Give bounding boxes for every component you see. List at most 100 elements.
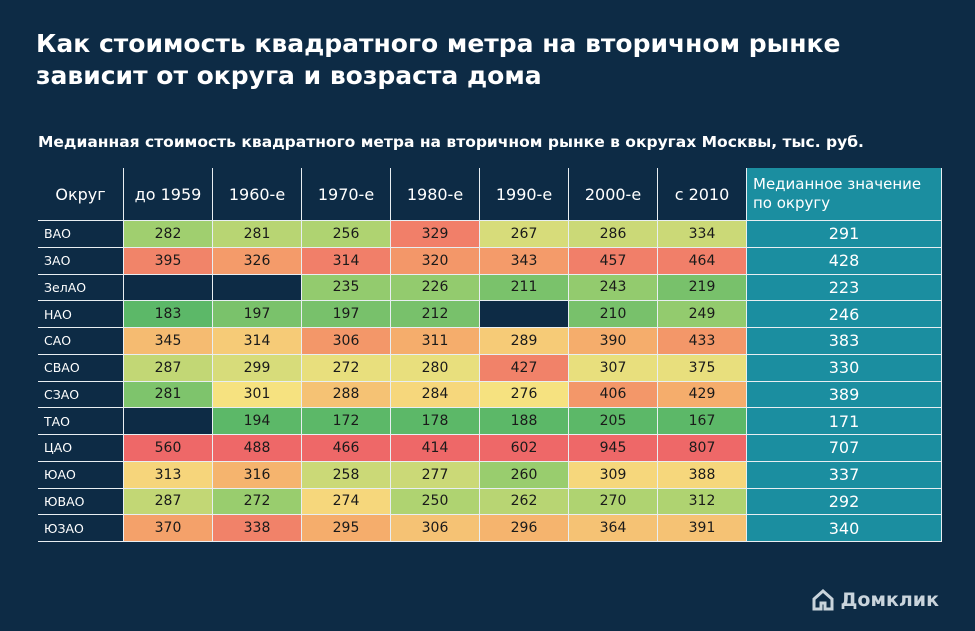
value-cell: 172 — [302, 408, 391, 435]
value-cell: 256 — [302, 221, 391, 248]
row-label: НАО — [38, 301, 124, 328]
value-cell: 281 — [124, 381, 213, 409]
value-cell: 306 — [302, 328, 391, 355]
median-cell: 707 — [747, 435, 942, 462]
median-cell: 389 — [747, 381, 942, 409]
value-cell: 464 — [658, 247, 747, 275]
row-label: САО — [38, 328, 124, 355]
row-label: ЮЗАО — [38, 515, 124, 542]
header-cell: 1960-е — [213, 168, 302, 221]
value-cell: 205 — [569, 408, 658, 435]
empty-cell — [124, 408, 213, 435]
value-cell: 488 — [213, 435, 302, 462]
value-cell: 183 — [124, 301, 213, 328]
value-cell: 316 — [213, 461, 302, 489]
value-cell: 395 — [124, 247, 213, 275]
value-cell: 212 — [391, 301, 480, 328]
empty-cell — [213, 274, 302, 302]
value-cell: 945 — [569, 435, 658, 462]
median-cell: 171 — [747, 408, 942, 435]
brand-icon — [812, 589, 834, 611]
median-cell: 246 — [747, 301, 942, 328]
value-cell: 277 — [391, 461, 480, 489]
value-cell: 375 — [658, 354, 747, 382]
value-cell: 280 — [391, 354, 480, 382]
value-cell: 197 — [213, 301, 302, 328]
value-cell: 320 — [391, 247, 480, 275]
value-cell: 406 — [569, 381, 658, 409]
header-cell: 1970-е — [302, 168, 391, 221]
value-cell: 210 — [569, 301, 658, 328]
value-cell: 274 — [302, 488, 391, 516]
value-cell: 272 — [302, 354, 391, 382]
row-label: ЗелАО — [38, 274, 124, 302]
value-cell: 312 — [658, 488, 747, 516]
value-cell: 364 — [569, 515, 658, 542]
header-cell: 1990-е — [480, 168, 569, 221]
value-cell: 260 — [480, 461, 569, 489]
value-cell: 602 — [480, 435, 569, 462]
value-cell: 343 — [480, 247, 569, 275]
value-cell: 301 — [213, 381, 302, 409]
value-cell: 457 — [569, 247, 658, 275]
value-cell: 289 — [480, 328, 569, 355]
median-cell: 330 — [747, 354, 942, 382]
value-cell: 370 — [124, 515, 213, 542]
value-cell: 390 — [569, 328, 658, 355]
value-cell: 391 — [658, 515, 747, 542]
value-cell: 345 — [124, 328, 213, 355]
header-cell: 1980-е — [391, 168, 480, 221]
subtitle: Медианная стоимость квадратного метра на… — [38, 133, 864, 151]
value-cell: 429 — [658, 381, 747, 409]
value-cell: 276 — [480, 381, 569, 409]
value-cell: 299 — [213, 354, 302, 382]
median-cell: 291 — [747, 221, 942, 248]
value-cell: 560 — [124, 435, 213, 462]
median-cell: 383 — [747, 328, 942, 355]
row-label: СВАО — [38, 354, 124, 382]
row-label: СЗАО — [38, 381, 124, 409]
value-cell: 329 — [391, 221, 480, 248]
row-label: ЮАО — [38, 461, 124, 489]
value-cell: 313 — [124, 461, 213, 489]
value-cell: 178 — [391, 408, 480, 435]
row-label: ВАО — [38, 221, 124, 248]
header-cell: 2000-е — [569, 168, 658, 221]
value-cell: 250 — [391, 488, 480, 516]
median-cell: 223 — [747, 274, 942, 302]
value-cell: 433 — [658, 328, 747, 355]
value-cell: 296 — [480, 515, 569, 542]
brand-name: Домклик — [840, 589, 939, 611]
value-cell: 282 — [124, 221, 213, 248]
row-label: ЗАО — [38, 247, 124, 275]
value-cell: 286 — [569, 221, 658, 248]
value-cell: 326 — [213, 247, 302, 275]
value-cell: 295 — [302, 515, 391, 542]
value-cell: 334 — [658, 221, 747, 248]
value-cell: 243 — [569, 274, 658, 302]
value-cell: 414 — [391, 435, 480, 462]
value-cell: 219 — [658, 274, 747, 302]
value-cell: 287 — [124, 354, 213, 382]
empty-cell — [124, 274, 213, 302]
value-cell: 287 — [124, 488, 213, 516]
value-cell: 226 — [391, 274, 480, 302]
median-cell: 340 — [747, 515, 942, 542]
value-cell: 258 — [302, 461, 391, 489]
value-cell: 167 — [658, 408, 747, 435]
value-cell: 311 — [391, 328, 480, 355]
value-cell: 262 — [480, 488, 569, 516]
value-cell: 249 — [658, 301, 747, 328]
value-cell: 388 — [658, 461, 747, 489]
title: Как стоимость квадратного метра на втори… — [36, 29, 841, 90]
median-cell: 428 — [747, 247, 942, 275]
value-cell: 807 — [658, 435, 747, 462]
value-cell: 270 — [569, 488, 658, 516]
median-cell: 337 — [747, 461, 942, 489]
header-cell: Медианное значение по округу — [747, 168, 942, 221]
value-cell: 272 — [213, 488, 302, 516]
header-cell: Округ — [38, 168, 124, 221]
header-cell: до 1959 — [124, 168, 213, 221]
value-cell: 314 — [213, 328, 302, 355]
value-cell: 281 — [213, 221, 302, 248]
